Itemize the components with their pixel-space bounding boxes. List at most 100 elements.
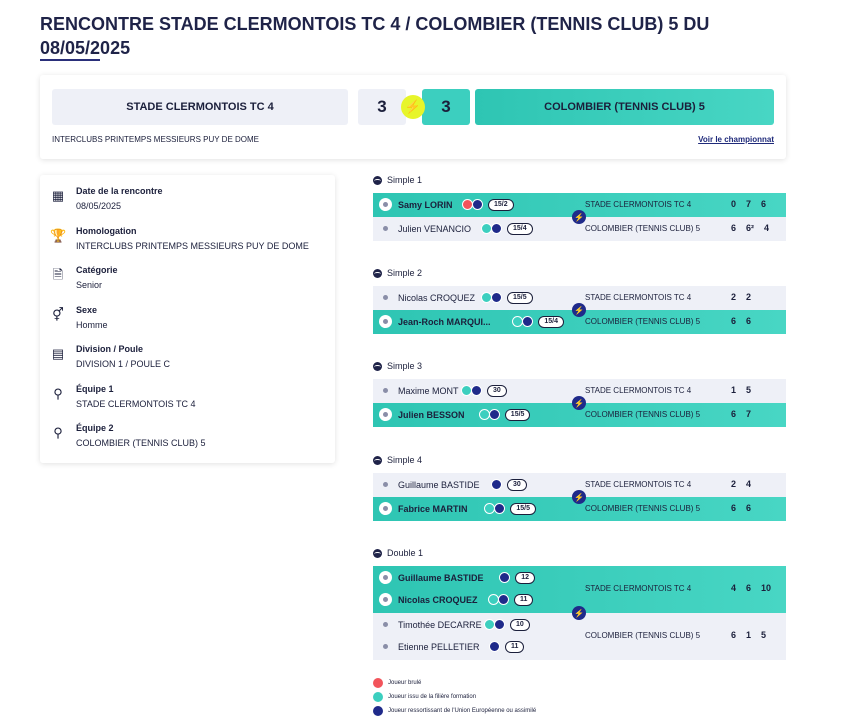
ranking-badge: 12 (515, 572, 535, 584)
avatar (379, 640, 392, 653)
set-score: 6 (731, 630, 737, 640)
player-name[interactable]: Fabrice MARTIN (398, 504, 468, 514)
set-score: 6 (746, 316, 752, 326)
eu-player-icon (491, 479, 502, 490)
tennis-ball-icon (373, 548, 382, 558)
match-title-text: Double 1 (387, 548, 424, 558)
tennis-ball-icon (373, 268, 382, 278)
set-score: 1 (731, 385, 737, 395)
match-title: Double 1 (373, 548, 423, 558)
user-icon (383, 506, 388, 511)
eu-player-icon (498, 594, 509, 605)
away-team-box[interactable]: COLOMBIER (TENNIS CLUB) 5 (475, 89, 774, 125)
racket-icon: ⚲ (53, 385, 63, 401)
bolt-icon: ⚡ (572, 303, 586, 317)
match-title: Simple 4 (373, 455, 422, 465)
info-card: ▦ Date de la rencontre 08/05/2025 🏆 Homologa… (40, 175, 335, 463)
player-name[interactable]: Julien VENANCIO (398, 224, 472, 234)
player-name[interactable]: Nicolas CROQUEZ (398, 595, 478, 605)
page-title-line1: RENCONTRE STADE CLERMONTOIS TC 4 / COLOM… (40, 14, 710, 34)
player-name[interactable]: Nicolas CROQUEZ (398, 293, 476, 303)
competition-label: INTERCLUBS PRINTEMPS MESSIEURS PUY DE DO… (52, 135, 259, 144)
user-icon (383, 202, 388, 207)
set-score: 10 (761, 583, 772, 593)
legend-label: Joueur issu de la filière formation (388, 694, 477, 700)
player-name[interactable]: Maxime MONT (398, 386, 459, 396)
bolt-icon: ⚡ (572, 606, 586, 620)
team-name: STADE CLERMONTOIS TC 4 (585, 200, 692, 209)
info-value: DIVISION 1 / POULE C (76, 359, 171, 369)
team-name: COLOMBIER (TENNIS CLUB) 5 (585, 410, 701, 419)
match-title-text: Simple 3 (387, 361, 423, 371)
player-name[interactable]: Guillaume BASTIDE (398, 480, 480, 490)
match-block: Simple 3 Maxime MONT 30 STADE CLERMONTOIS T… (373, 361, 786, 431)
title-underline (40, 59, 100, 61)
info-value: STADE CLERMONTOIS TC 4 (76, 398, 196, 409)
set-score: 6 (746, 503, 752, 513)
user-icon (383, 319, 388, 324)
set-score: 4 (746, 479, 752, 489)
player-row[interactable]: Guillaume BASTIDE 30 STADE CLERMONTOIS TC … (373, 473, 786, 497)
gender-icon: ⚥ (52, 306, 64, 322)
team-name: COLOMBIER (TENNIS CLUB) 5 (585, 224, 701, 233)
player-name[interactable]: Guillaume BASTIDE (398, 573, 484, 583)
double-player[interactable]: Timothée DECARRE 10 (373, 613, 786, 637)
player-name[interactable]: Julien BESSON (398, 410, 465, 420)
info-value: COLOMBIER (TENNIS CLUB) 5 (76, 438, 206, 448)
set-score: 6 (731, 409, 737, 419)
eu-player-icon (494, 619, 505, 630)
double-team-row[interactable]: Guillaume BASTIDE 12 Nicolas CROQUEZ 11 STAD… (373, 566, 786, 613)
ranking-badge: 15/4 (507, 223, 533, 235)
player-name[interactable]: Jean-Roch MARQUI... (398, 317, 491, 327)
eu-player-icon (489, 641, 500, 652)
user-icon (383, 644, 388, 649)
double-player[interactable]: Guillaume BASTIDE 12 (373, 566, 786, 590)
ranking-badge: 15/5 (507, 292, 533, 304)
player-name[interactable]: Etienne PELLETIER (398, 642, 480, 652)
set-score: 6 (731, 223, 737, 233)
legend-item: Joueur issu de la filière formation (373, 690, 536, 704)
ranking-badge: 11 (505, 641, 525, 653)
match-block: Simple 2 Nicolas CROQUEZ 15/5 STADE CLERMON… (373, 268, 786, 338)
player-row[interactable]: Fabrice MARTIN 15/5 COLOMBIER (TENNIS CLUB… (373, 497, 786, 521)
avatar (379, 291, 392, 304)
info-label: Équipe 1 (76, 383, 114, 394)
home-team-box[interactable]: STADE CLERMONTOIS TC 4 (52, 89, 348, 125)
racket-icon: ⚲ (53, 425, 63, 440)
tennis-ball-icon (373, 175, 382, 185)
set-score: 2 (746, 292, 752, 302)
match-title-text: Simple 1 (387, 175, 423, 185)
avatar (379, 618, 392, 631)
double-player[interactable]: Etienne PELLETIER 11 (373, 635, 786, 659)
tennis-ball-icon (373, 455, 382, 465)
avatar (379, 384, 392, 397)
eu-player-icon (488, 409, 500, 420)
set-score: 4 (731, 583, 737, 593)
legend-label: Joueur brulé (388, 680, 422, 686)
double-team-row[interactable]: Timothée DECARRE 10 Etienne PELLETIER 11 COL… (373, 613, 786, 660)
avatar (379, 222, 392, 235)
player-name[interactable]: Samy LORIN (398, 200, 453, 210)
legend-label: Joueur ressortissant de l'Union Européen… (388, 708, 537, 714)
avatar (379, 198, 392, 211)
set-scores: 6 6² 4 (731, 223, 769, 233)
eu-player-icon (494, 503, 506, 514)
ranking-badge: 11 (514, 594, 534, 606)
calendar-icon: ▦ (51, 188, 65, 203)
set-score: 6 (761, 199, 767, 209)
set-score: 0 (731, 199, 737, 209)
double-block: Double 1 Guillaume BASTIDE 12 Nicolas CROQU… (373, 548, 786, 663)
player-name[interactable]: Timothée DECARRE (398, 620, 482, 630)
avatar (379, 408, 392, 421)
ranking-badge: 15/5 (504, 409, 531, 421)
set-score: 7 (746, 199, 752, 209)
page-title: RENCONTRE STADE CLERMONTOIS TC 4 / COLOM… (40, 12, 720, 60)
championship-link[interactable]: Voir le championnat (698, 135, 774, 144)
double-player[interactable]: Nicolas CROQUEZ 11 (373, 588, 786, 612)
match-title-text: Simple 2 (387, 268, 423, 278)
user-icon (383, 622, 388, 627)
